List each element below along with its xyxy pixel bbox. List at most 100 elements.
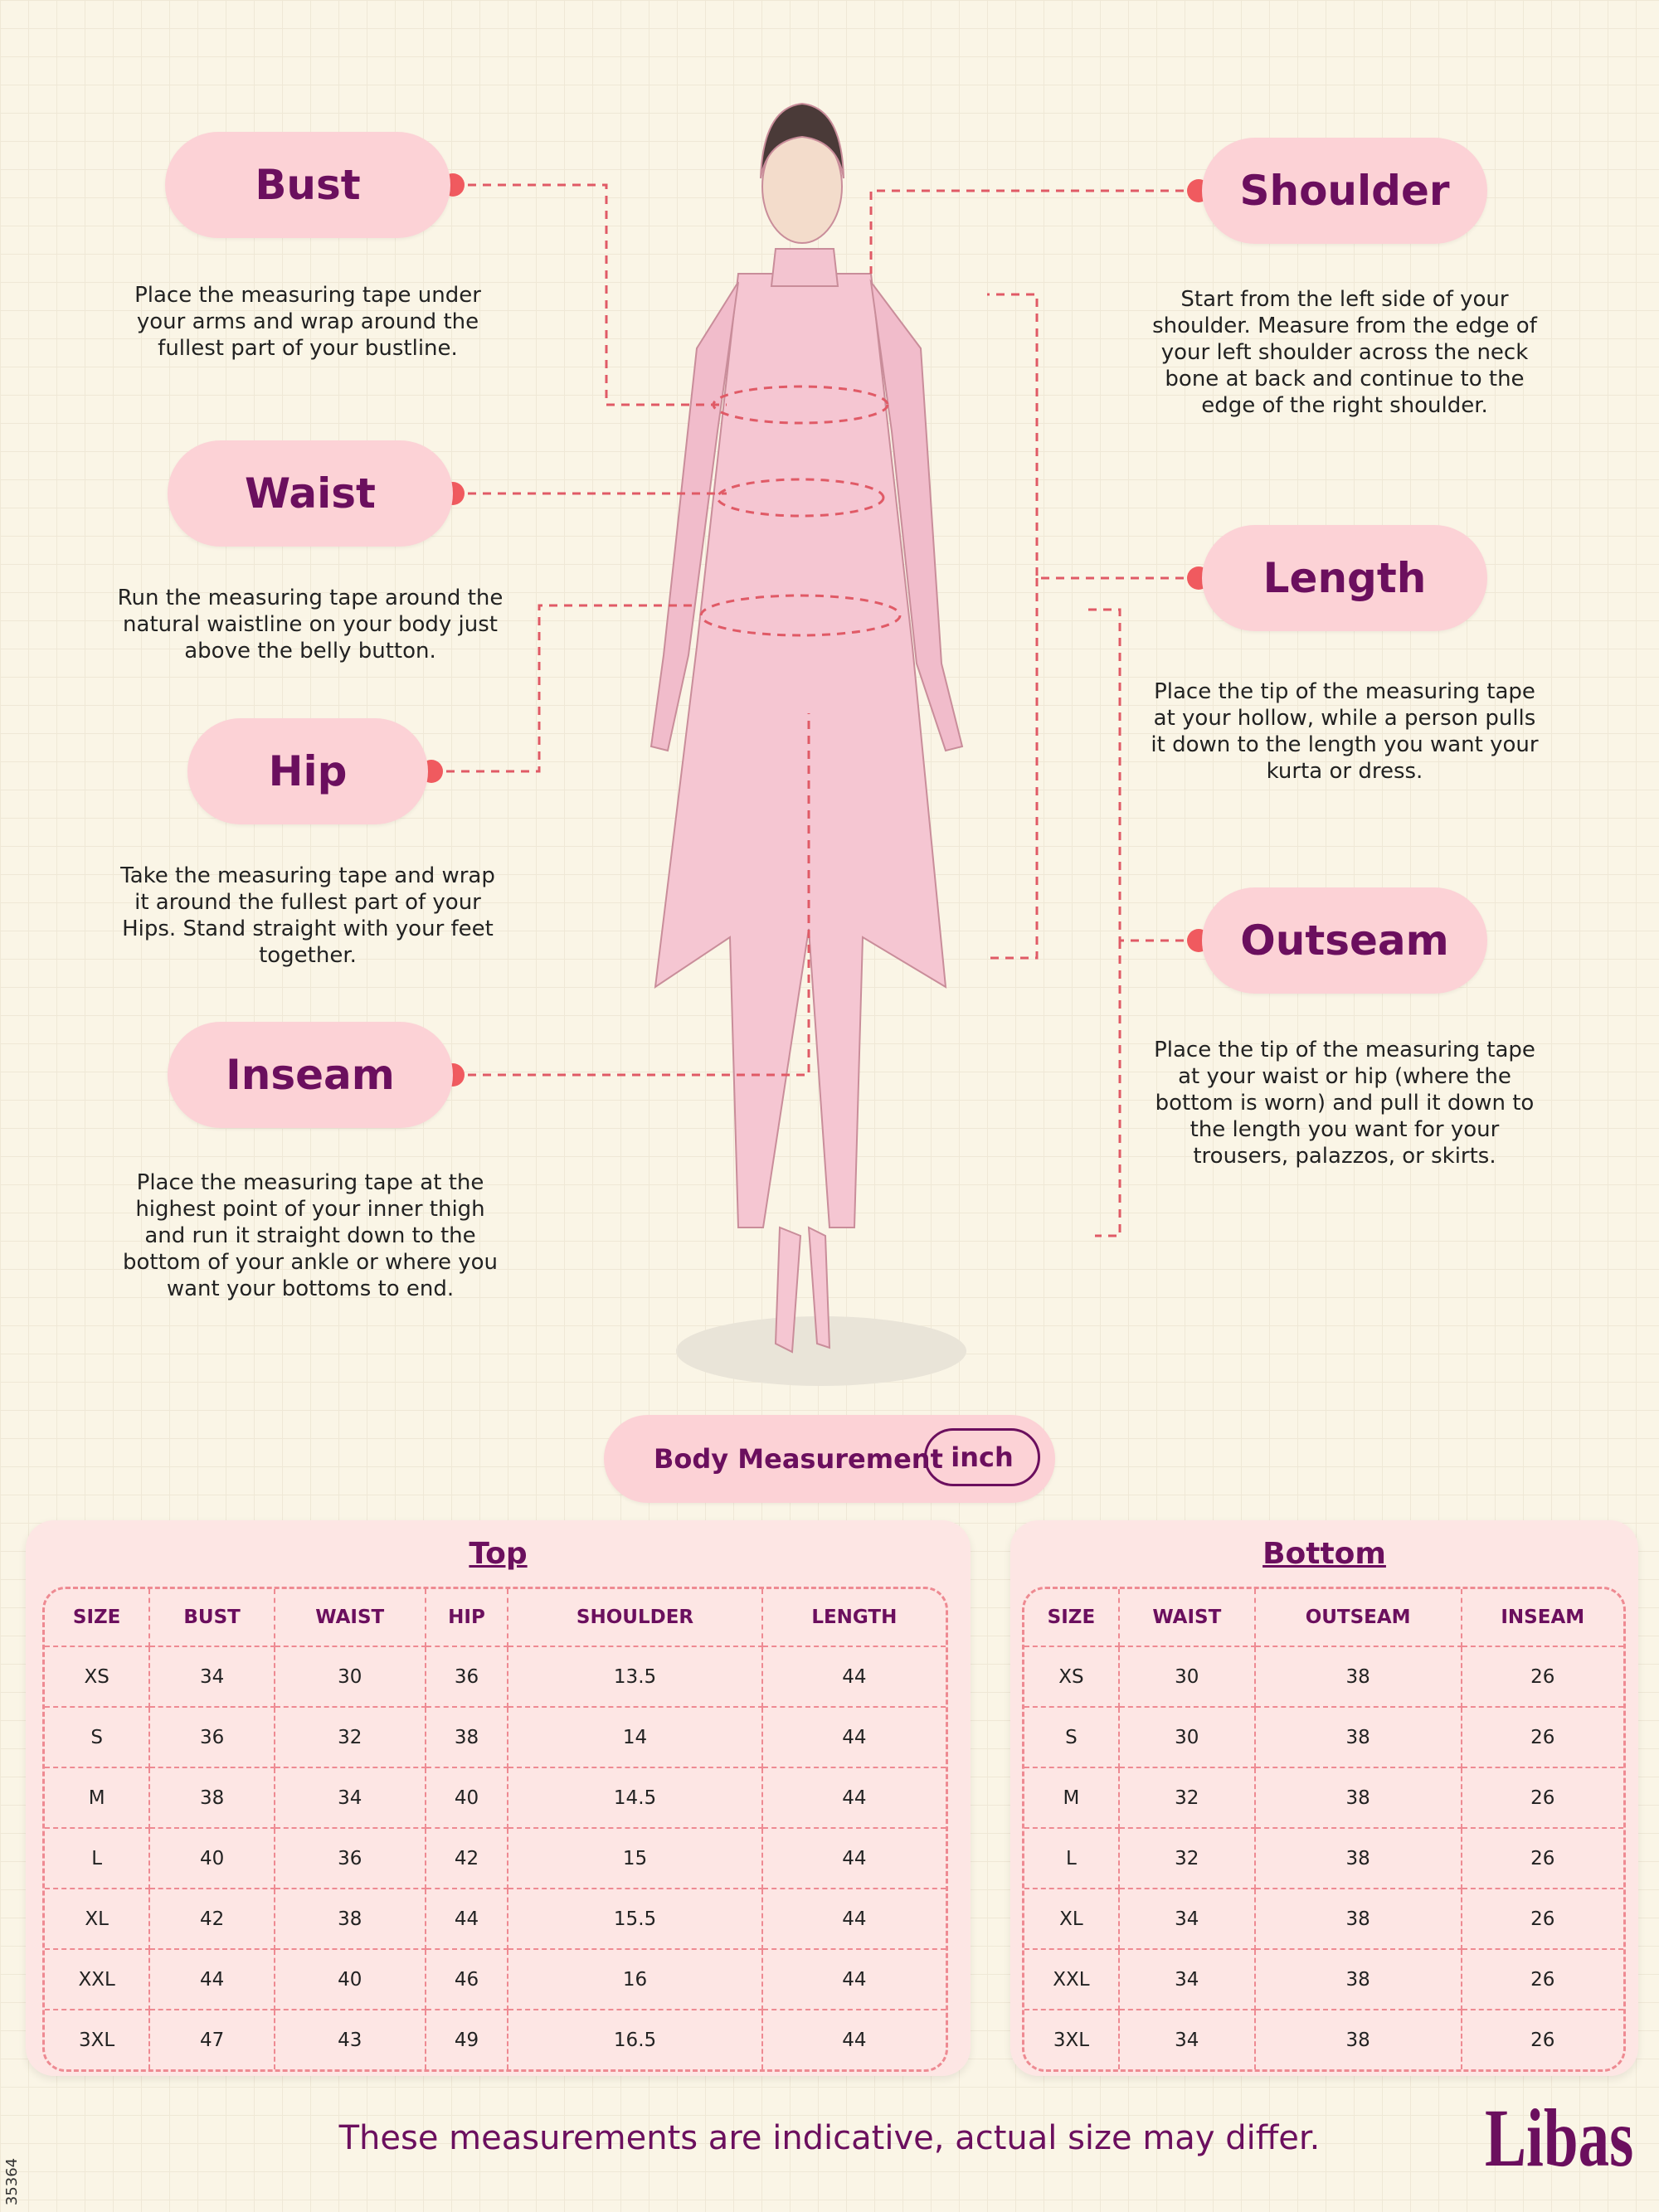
table-cell: 3XL xyxy=(1024,2010,1120,2069)
table-row: M 38 34 40 14.5 44 xyxy=(45,1768,946,1829)
column-header: WAIST xyxy=(275,1589,426,1647)
column-header: SIZE xyxy=(1024,1589,1120,1647)
table-cell: XL xyxy=(45,1889,151,1950)
table-cell: 44 xyxy=(762,1950,946,2010)
table-cell: 34 xyxy=(275,1768,426,1829)
table-cell: XS xyxy=(1024,1647,1120,1708)
table-cell: 44 xyxy=(762,1647,946,1708)
table-cell: 44 xyxy=(426,1889,509,1950)
measure-text: Take the measuring tape and wrap it arou… xyxy=(120,863,495,968)
table-cell: 15.5 xyxy=(508,1889,763,1950)
table-cell: 32 xyxy=(275,1708,426,1768)
table-cell: 38 xyxy=(1255,1950,1462,2010)
table-row: XXL 34 38 26 xyxy=(1024,1950,1623,2010)
table-cell: 36 xyxy=(275,1829,426,1889)
column-header: SHOULDER xyxy=(508,1589,763,1647)
measure-text: Place the tip of the measuring tape at y… xyxy=(1151,679,1539,784)
table-row: S 36 32 38 14 44 xyxy=(45,1708,946,1768)
table-panel: Bottom SIZE WAIST OUTSEAM INSEAM XS 30 38 26 S 30 3… xyxy=(1010,1520,1638,2076)
table-cell: 49 xyxy=(426,2010,509,2069)
table-cell: 38 xyxy=(1255,1889,1462,1950)
measure-title: Waist xyxy=(168,440,453,547)
shadow xyxy=(676,1316,966,1386)
measure-text: Place the tip of the measuring tape at y… xyxy=(1154,1038,1535,1169)
measure-title: Inseam xyxy=(168,1022,453,1128)
measure-title: Length xyxy=(1202,525,1487,631)
table-cell: 30 xyxy=(1119,1647,1256,1708)
table-cell: 44 xyxy=(762,1768,946,1829)
table-row: M 32 38 26 xyxy=(1024,1768,1623,1829)
table-row: XXL 44 40 46 16 44 xyxy=(45,1950,946,2010)
table-cell: S xyxy=(1024,1708,1120,1768)
table-cell: 38 xyxy=(1255,1647,1462,1708)
table-title: Bottom xyxy=(1262,1537,1386,1571)
table-cell: 15 xyxy=(508,1829,763,1889)
table-cell: 14 xyxy=(508,1708,763,1768)
size-table: SIZE BUST WAIST HIP SHOULDER LENGTH XS 34 30 36 13… xyxy=(42,1587,948,2072)
table-cell: 34 xyxy=(150,1647,275,1708)
table-cell: XL xyxy=(1024,1889,1120,1950)
table-row: XS 34 30 36 13.5 44 xyxy=(45,1647,946,1708)
table-row: XL 42 38 44 15.5 44 xyxy=(45,1889,946,1950)
table-cell: 42 xyxy=(150,1889,275,1950)
table-cell: XXL xyxy=(45,1950,151,2010)
measure-text: Place the measuring tape at the highest … xyxy=(122,1170,499,1301)
table-cell: 26 xyxy=(1462,1889,1623,1950)
unit-button[interactable]: inch xyxy=(924,1428,1040,1486)
table-cell: 32 xyxy=(1119,1829,1256,1889)
table-cell: 38 xyxy=(1255,1708,1462,1768)
header-row: SIZE BUST WAIST HIP SHOULDER LENGTH xyxy=(45,1589,946,1647)
table-row: XL 34 38 26 xyxy=(1024,1889,1623,1950)
table-cell: 36 xyxy=(426,1647,509,1708)
table-cell: 13.5 xyxy=(508,1647,763,1708)
table-cell: M xyxy=(45,1768,151,1829)
measure-text: Place the measuring tape under your arms… xyxy=(134,283,481,361)
measure-title: Shoulder xyxy=(1202,138,1487,244)
table-cell: 42 xyxy=(426,1829,509,1889)
unit-toggle: Body Measurement inch xyxy=(604,1415,1055,1503)
unit-toggle-label: Body Measurement xyxy=(654,1443,943,1475)
table-cell: 30 xyxy=(275,1647,426,1708)
measure-title: Bust xyxy=(165,132,450,238)
table-row: 3XL 47 43 49 16.5 44 xyxy=(45,2010,946,2069)
table-row: 3XL 34 38 26 xyxy=(1024,2010,1623,2069)
table-cell: 38 xyxy=(275,1889,426,1950)
table-row: S 30 38 26 xyxy=(1024,1708,1623,1768)
table-cell: 40 xyxy=(150,1829,275,1889)
table-cell: 38 xyxy=(1256,2010,1462,2069)
table-cell: XS xyxy=(45,1647,151,1708)
table-cell: 3XL xyxy=(45,2010,151,2069)
table-cell: 26 xyxy=(1462,1829,1623,1889)
table-cell: 26 xyxy=(1530,2029,1555,2051)
table-cell: L xyxy=(45,1829,151,1889)
table-cell: 26 xyxy=(1462,1647,1623,1708)
table-cell: 34 xyxy=(1120,2010,1256,2069)
table-row: L 40 36 42 15 44 xyxy=(45,1829,946,1889)
table-cell: 38 xyxy=(150,1768,275,1829)
footer-note: These measurements are indicative, actua… xyxy=(338,2119,1321,2157)
table-cell: 32 xyxy=(1119,1768,1256,1829)
table-cell: 47 xyxy=(150,2010,275,2069)
table-cell: L xyxy=(1024,1829,1120,1889)
figure xyxy=(649,102,964,1354)
tape-lines xyxy=(431,183,1199,1237)
code: 35364 xyxy=(3,2157,22,2206)
table-cell: 38 xyxy=(1255,1829,1462,1889)
table-panel: Top SIZE BUST WAIST HIP SHOULDER LENGTH XS 34 30 3… xyxy=(26,1520,971,2076)
table-row: XS 30 38 26 xyxy=(1024,1647,1623,1708)
column-header: BUST xyxy=(150,1589,275,1647)
table-row: L 32 38 26 xyxy=(1024,1829,1623,1889)
measure-title: Hip xyxy=(187,718,428,824)
column-header: HIP xyxy=(426,1589,509,1647)
header-row: SIZE WAIST OUTSEAM INSEAM xyxy=(1024,1589,1623,1647)
table-cell: 26 xyxy=(1462,1708,1623,1768)
table-cell: 16.5 xyxy=(508,2010,763,2069)
table-cell: 36 xyxy=(150,1708,275,1768)
measure-text: Run the measuring tape around the natura… xyxy=(117,586,504,664)
column-header: INSEAM xyxy=(1462,1589,1623,1647)
table-cell: 30 xyxy=(1119,1708,1256,1768)
table-cell: 34 xyxy=(1119,1889,1256,1950)
table-cell: XXL xyxy=(1024,1950,1120,2010)
table-cell: 16 xyxy=(508,1950,763,2010)
size-table: SIZE WAIST OUTSEAM INSEAM XS 30 38 26 S 30 38 26 M 32… xyxy=(1022,1587,1626,2072)
